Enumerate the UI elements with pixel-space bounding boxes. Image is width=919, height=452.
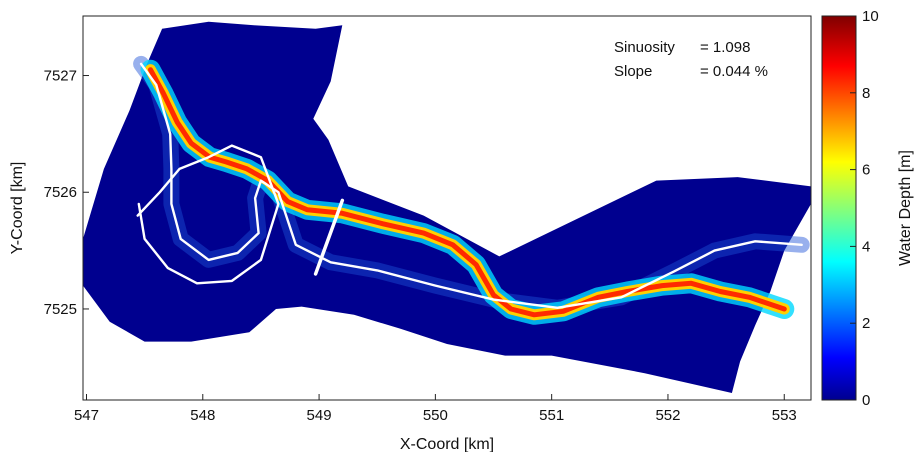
slope-label: Slope: [614, 63, 652, 80]
cross-section-line: [313, 198, 345, 276]
sinuosity-label: Sinuosity: [614, 39, 675, 56]
x-tick-label: 547: [74, 407, 99, 424]
x-axis-label: X-Coord [km]: [400, 436, 494, 452]
y-tick-label: 7526: [44, 184, 77, 201]
annotation-box: Sinuosity = 1.098 Slope = 0.044 %: [614, 39, 768, 80]
colorbar-gradient: [821, 15, 857, 401]
colorbar-tick-label: 10: [862, 8, 879, 25]
deep-channel-core: [148, 67, 787, 318]
y-tick-label: 7527: [44, 68, 77, 85]
colorbar-tick-label: 6: [862, 162, 870, 179]
x-ticks: 547 548 549 550 551 552 553: [74, 394, 797, 424]
x-tick-label: 550: [423, 407, 448, 424]
colorbar-tick-label: 8: [862, 85, 870, 102]
plot-frame: [82, 15, 812, 401]
colorbar-tick-label: 0: [862, 392, 870, 409]
x-tick-label: 552: [655, 407, 680, 424]
x-tick-label: 549: [307, 407, 332, 424]
colorbar-tick-label: 2: [862, 315, 870, 332]
x-tick-label: 551: [539, 407, 564, 424]
meander-line-inner: [136, 144, 280, 285]
x-tick-label: 553: [772, 407, 797, 424]
colorbar-tick-label: 4: [862, 238, 870, 255]
slope-value: = 0.044 %: [700, 63, 768, 80]
meander-line-outer: [139, 62, 803, 309]
y-ticks: 7525 7526 7527: [44, 68, 89, 318]
plot-area: 547 548 549 550 551 552 553 7525 7526 7527 X-Coo…: [9, 15, 812, 452]
x-tick-label: 548: [190, 407, 215, 424]
colorbar-ticks: 0 2 4 6 8 10: [850, 8, 879, 409]
y-tick-label: 7525: [44, 301, 77, 318]
sinuosity-value: = 1.098: [700, 39, 750, 56]
colorbar: 0 2 4 6 8 10 Water Depth [m]: [821, 8, 914, 409]
colorbar-label: Water Depth [m]: [897, 150, 914, 266]
y-axis-label: Y-Coord [km]: [9, 162, 26, 255]
depth-field: [83, 21, 811, 394]
